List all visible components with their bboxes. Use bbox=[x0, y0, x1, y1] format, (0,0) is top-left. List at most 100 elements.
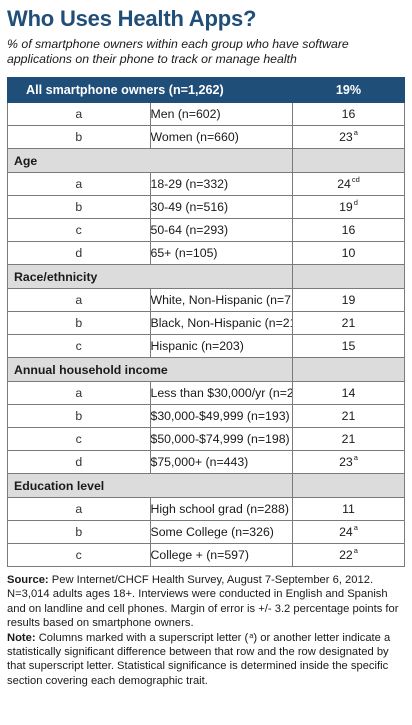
row-value-cell: 10 bbox=[292, 241, 405, 265]
row-value: 15 bbox=[341, 339, 356, 353]
table-body: All smartphone owners (n=1,262) 19% a Men… bbox=[7, 77, 405, 567]
note-label: Note: bbox=[7, 631, 36, 644]
table-row: a Men (n=602) 16 bbox=[7, 102, 405, 126]
table-row: c Hispanic (n=203) 15 bbox=[7, 334, 405, 358]
row-significance-superscript: a bbox=[353, 523, 358, 532]
row-label: 50-64 (n=293) bbox=[149, 218, 293, 242]
row-value-cell: 23a bbox=[292, 125, 405, 149]
table-row: b Black, Non-Hispanic (n=211) 21 bbox=[7, 311, 405, 335]
row-value: 19 bbox=[339, 200, 353, 214]
row-significance-superscript: a bbox=[353, 128, 358, 137]
table-row: d 65+ (n=105) 10 bbox=[7, 241, 405, 265]
row-value-cell: 21 bbox=[292, 311, 405, 335]
source-label: Source: bbox=[7, 574, 49, 586]
row-label: High school grad (n=288) bbox=[149, 497, 293, 521]
row-letter: a bbox=[7, 497, 151, 521]
row-letter: d bbox=[7, 450, 151, 474]
row-value: 22 bbox=[339, 548, 353, 562]
row-value-cell: 14 bbox=[292, 381, 405, 405]
row-label: Some College (n=326) bbox=[149, 520, 293, 544]
data-table: All smartphone owners (n=1,262) 19% a Men… bbox=[7, 77, 405, 567]
section-heading: Annual household income bbox=[7, 357, 293, 382]
table-row: c College + (n=597) 22a bbox=[7, 543, 405, 567]
table-row: b Women (n=660) 23a bbox=[7, 125, 405, 149]
row-significance-superscript: a bbox=[353, 453, 358, 462]
row-letter: d bbox=[7, 241, 151, 265]
section-heading-row: Education level bbox=[7, 473, 405, 498]
section-heading-row: Annual household income bbox=[7, 357, 405, 382]
row-value-cell: 23a bbox=[292, 450, 405, 474]
row-label: Women (n=660) bbox=[149, 125, 293, 149]
table-row: b Some College (n=326) 24a bbox=[7, 520, 405, 544]
note-text-before: Columns marked with a superscript letter… bbox=[35, 631, 249, 644]
row-value: 19 bbox=[341, 293, 356, 307]
row-value-cell: 11 bbox=[292, 497, 405, 521]
row-letter: b bbox=[7, 520, 151, 544]
row-letter: c bbox=[7, 334, 151, 358]
section-heading-row: Race/ethnicity bbox=[7, 264, 405, 289]
section-heading-value bbox=[292, 148, 405, 173]
row-value: 23 bbox=[339, 455, 353, 469]
row-value-cell: 16 bbox=[292, 102, 405, 126]
page-title: Who Uses Health Apps? bbox=[7, 6, 257, 31]
section-heading: Education level bbox=[7, 473, 293, 498]
note-text-after: ) or another letter indicate a statistic… bbox=[7, 631, 391, 687]
row-label: Men (n=602) bbox=[149, 102, 293, 126]
table-row: a 18-29 (n=332) 24cd bbox=[7, 172, 405, 196]
footnote: Source: Pew Internet/CHCF Health Survey,… bbox=[7, 573, 405, 688]
row-letter: b bbox=[7, 404, 151, 428]
row-letter: a bbox=[7, 172, 151, 196]
row-value-cell: 24a bbox=[292, 520, 405, 544]
row-value: 14 bbox=[341, 386, 356, 400]
significance-note: Note: Columns marked with a superscript … bbox=[7, 631, 401, 689]
section-heading: Race/ethnicity bbox=[7, 264, 293, 289]
row-value: 10 bbox=[341, 246, 356, 260]
row-label: $50,000-$74,999 (n=198) bbox=[149, 427, 293, 451]
table-row: d $75,000+ (n=443) 23a bbox=[7, 450, 405, 474]
row-label: $75,000+ (n=443) bbox=[149, 450, 293, 474]
row-value: 24 bbox=[337, 177, 351, 191]
row-value: 24 bbox=[339, 525, 353, 539]
row-label: White, Non-Hispanic (n=712) bbox=[149, 288, 293, 312]
table-row: a High school grad (n=288) 11 bbox=[7, 497, 405, 521]
row-value-cell: 24cd bbox=[292, 172, 405, 196]
row-value-cell: 15 bbox=[292, 334, 405, 358]
row-value: 16 bbox=[341, 223, 356, 237]
row-significance-superscript: d bbox=[353, 198, 358, 207]
section-heading-value bbox=[292, 357, 405, 382]
row-significance-superscript: a bbox=[353, 546, 358, 555]
row-letter: a bbox=[7, 102, 151, 126]
row-letter: a bbox=[7, 381, 151, 405]
row-value-cell: 16 bbox=[292, 218, 405, 242]
header-value: 19% bbox=[292, 77, 405, 103]
row-value-cell: 21 bbox=[292, 427, 405, 451]
row-value: 21 bbox=[341, 432, 356, 446]
row-letter: b bbox=[7, 125, 151, 149]
header-label: All smartphone owners (n=1,262) bbox=[7, 77, 293, 103]
row-label: College + (n=597) bbox=[149, 543, 293, 567]
row-value-cell: 22a bbox=[292, 543, 405, 567]
table-header-row: All smartphone owners (n=1,262) 19% bbox=[7, 77, 405, 103]
section-heading: Age bbox=[7, 148, 293, 173]
note-superscript: a bbox=[249, 630, 254, 640]
row-label: 18-29 (n=332) bbox=[149, 172, 293, 196]
row-label: Hispanic (n=203) bbox=[149, 334, 293, 358]
row-significance-superscript: cd bbox=[351, 175, 360, 184]
row-value-cell: 19 bbox=[292, 288, 405, 312]
section-heading-value bbox=[292, 473, 405, 498]
row-value-cell: 21 bbox=[292, 404, 405, 428]
row-value-cell: 19d bbox=[292, 195, 405, 219]
row-value: 21 bbox=[341, 316, 356, 330]
section-heading-value bbox=[292, 264, 405, 289]
table-row: c 50-64 (n=293) 16 bbox=[7, 218, 405, 242]
row-letter: c bbox=[7, 427, 151, 451]
source-note: Source: Pew Internet/CHCF Health Survey,… bbox=[7, 573, 401, 631]
row-value: 21 bbox=[341, 409, 356, 423]
row-letter: c bbox=[7, 543, 151, 567]
row-value: 16 bbox=[341, 107, 356, 121]
row-label: 65+ (n=105) bbox=[149, 241, 293, 265]
row-letter: a bbox=[7, 288, 151, 312]
row-value: 23 bbox=[339, 130, 353, 144]
